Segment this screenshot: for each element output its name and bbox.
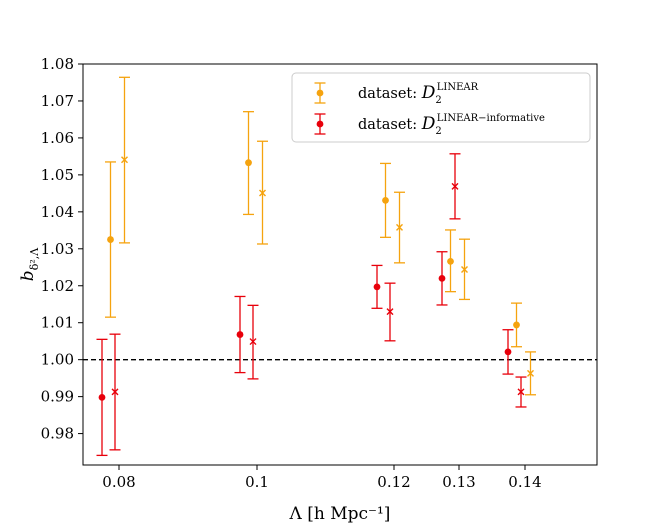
series-point xyxy=(513,321,520,329)
data-point xyxy=(449,153,461,220)
series-point xyxy=(438,274,446,282)
x-marker-stroke xyxy=(121,156,128,164)
data-point xyxy=(105,161,116,318)
y-tick-label: 1.07 xyxy=(41,92,74,110)
data-point xyxy=(380,162,391,238)
series-point xyxy=(373,283,381,291)
axes-frame xyxy=(82,63,598,466)
data-point xyxy=(257,140,268,245)
data-point xyxy=(511,302,522,348)
data-point xyxy=(515,376,527,408)
legend-entry: dataset: D2LINEAR−informative xyxy=(314,113,545,137)
x-tick-label: 0.1 xyxy=(245,473,269,491)
y-tick-label: 1.01 xyxy=(41,314,74,332)
series-point xyxy=(504,348,512,356)
series-point xyxy=(98,393,106,401)
x-tick-label: 0.08 xyxy=(102,473,135,491)
data-point xyxy=(525,351,536,396)
series-x-marker xyxy=(121,156,128,164)
y-tick-label: 1.05 xyxy=(41,166,74,184)
x-marker-stroke xyxy=(386,308,394,316)
series-x-marker xyxy=(517,388,525,396)
legend-marker xyxy=(316,120,324,128)
y-tick-label: 0.98 xyxy=(41,425,74,443)
series-x-marker xyxy=(396,223,403,231)
y-tick-label: 0.99 xyxy=(41,388,74,406)
data-point xyxy=(109,333,121,451)
series-point xyxy=(107,236,114,243)
series-x-marker xyxy=(451,182,459,190)
x-tick-label: 0.14 xyxy=(508,473,541,491)
x-marker-stroke xyxy=(517,388,525,396)
y-tick-label: 1.00 xyxy=(41,351,74,369)
data-point xyxy=(394,191,405,264)
legend-label: dataset: D2LINEAR xyxy=(358,82,479,106)
y-axis-label: bδ²,Λ xyxy=(18,247,41,281)
series-x-marker xyxy=(259,189,266,197)
series-point xyxy=(245,159,252,167)
data-point xyxy=(119,76,130,244)
data-point xyxy=(96,338,108,457)
series-0 xyxy=(105,111,522,348)
x-marker-stroke xyxy=(249,338,257,346)
y-tick-label: 1.04 xyxy=(41,203,74,221)
legend: dataset: D2LINEAR dataset: D2LINEAR−infor… xyxy=(291,72,591,143)
series-point xyxy=(236,331,244,338)
x-marker-stroke xyxy=(259,189,266,197)
series-2 xyxy=(96,251,514,457)
series-3 xyxy=(109,153,527,451)
legend-label: dataset: D2LINEAR−informative xyxy=(358,113,545,137)
y-tick-label: 1.03 xyxy=(41,240,74,258)
x-marker-stroke xyxy=(461,265,468,273)
data-point xyxy=(234,295,246,374)
data-point xyxy=(243,111,254,216)
data-point xyxy=(384,282,396,342)
x-marker-stroke xyxy=(527,369,534,377)
axes: 0.98 0.99 1.00 1.01 1.02 1.03 1.04 1.05 1.06 1.07… xyxy=(41,55,598,491)
data-point xyxy=(371,264,383,309)
series-x-marker xyxy=(111,388,119,396)
series-layer xyxy=(96,76,536,457)
series-x-marker xyxy=(249,338,257,346)
series-1 xyxy=(119,76,536,396)
x-axis-label: Λ [h Mpc⁻¹] xyxy=(289,504,391,524)
y-tick-label: 1.02 xyxy=(41,277,74,295)
y-tick-label: 1.06 xyxy=(41,129,74,147)
series-x-marker xyxy=(527,369,534,377)
data-point xyxy=(436,251,448,306)
x-marker-stroke xyxy=(396,223,403,231)
data-point xyxy=(502,329,514,375)
series-x-marker xyxy=(386,308,394,316)
axis-labels: Λ [h Mpc⁻¹] bδ²,Λ xyxy=(18,247,390,524)
series-point xyxy=(447,257,454,265)
data-point xyxy=(459,238,470,301)
legend-box xyxy=(291,72,591,143)
y-tick-label: 1.08 xyxy=(41,55,74,73)
data-point xyxy=(247,304,259,380)
x-tick-label: 0.12 xyxy=(377,473,410,491)
legend-entry: dataset: D2LINEAR xyxy=(314,82,479,106)
legend-marker xyxy=(316,89,324,97)
data-point xyxy=(445,229,456,293)
x-marker-stroke xyxy=(451,182,459,190)
x-marker-stroke xyxy=(111,388,119,396)
series-x-marker xyxy=(461,265,468,273)
x-tick-label: 0.13 xyxy=(442,473,475,491)
series-point xyxy=(382,196,389,204)
